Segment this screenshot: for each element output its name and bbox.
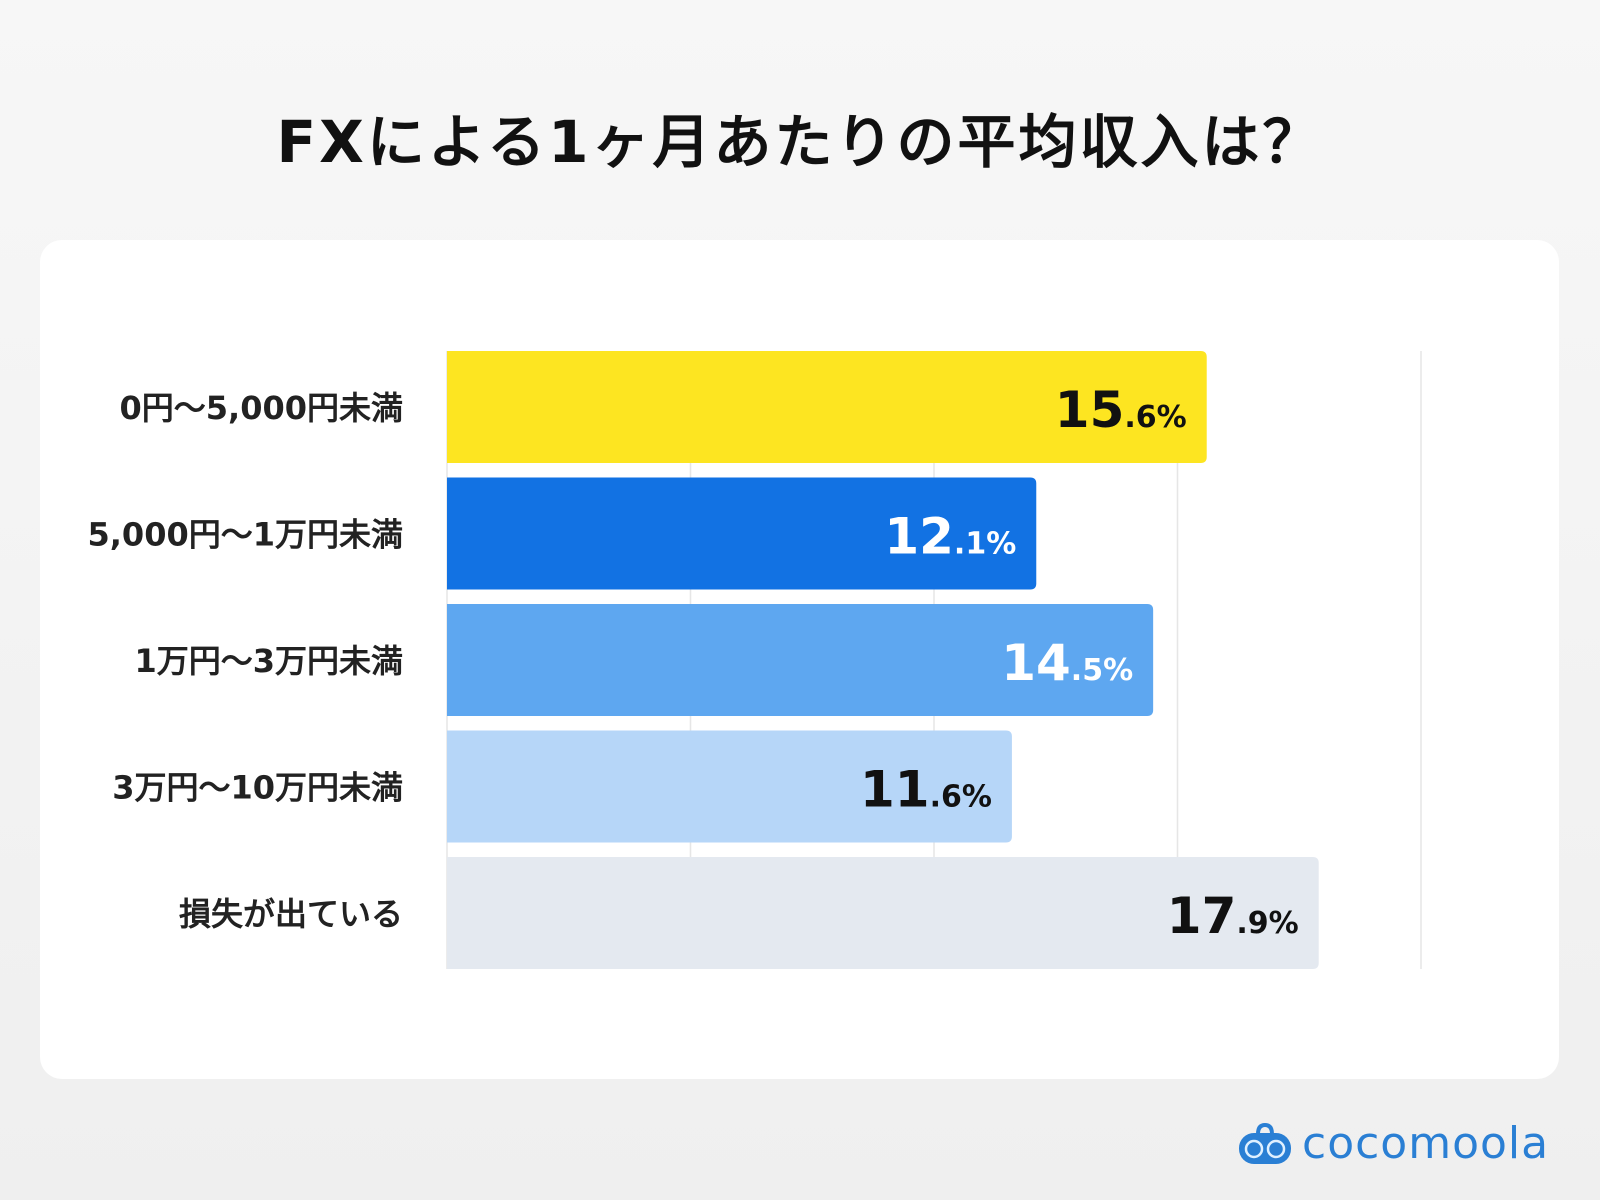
- category-label: 5,000円〜1万円未満: [88, 516, 404, 554]
- data-label-int: 17: [1167, 887, 1237, 945]
- data-label-dec: .1%: [954, 527, 1016, 562]
- category-label: 3万円〜10万円未満: [112, 769, 403, 807]
- bar: [447, 604, 1154, 716]
- cocomoola-logo-icon: [1239, 1122, 1291, 1164]
- data-label-dec: .5%: [1071, 653, 1133, 688]
- data-label-dec: .9%: [1236, 906, 1298, 941]
- brand-logo: cocomoola: [1238, 1118, 1549, 1169]
- chart-title: FXによる1ヶ月あたりの平均収入は？: [276, 108, 1324, 176]
- bar: [447, 730, 1012, 843]
- bar: [447, 477, 1037, 590]
- data-label-int: 15: [1055, 381, 1125, 439]
- category-label: 0円〜5,000円未満: [120, 389, 404, 427]
- data-label: 17.9%: [1167, 887, 1299, 945]
- category-label: 1万円〜3万円未満: [134, 642, 403, 680]
- data-label-int: 14: [1001, 634, 1071, 692]
- data-label: 12.1%: [884, 508, 1016, 566]
- data-label-dec: .6%: [1124, 400, 1186, 435]
- data-label-int: 12: [884, 508, 954, 566]
- brand-name: cocomoola: [1302, 1118, 1550, 1169]
- data-label: 14.5%: [1001, 634, 1133, 692]
- bar: [447, 857, 1319, 969]
- chart-card: 0円〜5,000円未満 15.6% 5,000円〜1万円未満 12.1% 1万円〜3万円…: [40, 240, 1559, 1079]
- category-label: 損失が出ている: [179, 895, 403, 933]
- bar-chart: 0円〜5,000円未満 15.6%5,000円〜1万円未満 12.1%1万円〜3万円…: [88, 351, 1422, 969]
- data-label: 11.6%: [860, 761, 992, 819]
- data-label-dec: .6%: [930, 780, 992, 815]
- bar: [447, 351, 1207, 463]
- data-label: 15.6%: [1055, 381, 1187, 439]
- data-label-int: 11: [860, 761, 930, 819]
